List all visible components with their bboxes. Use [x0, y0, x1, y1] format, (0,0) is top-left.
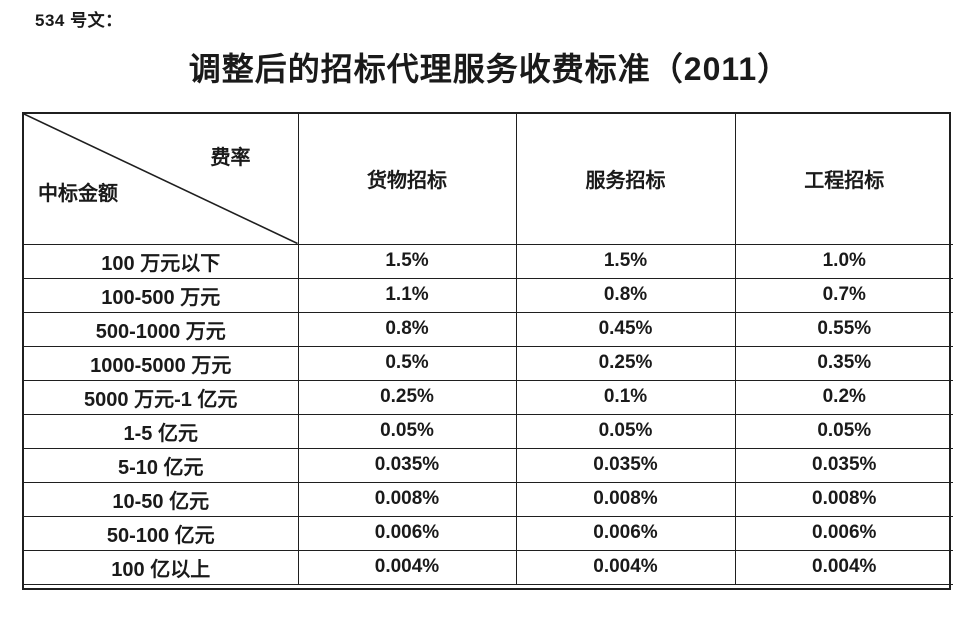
corner-label-rate: 费率 — [210, 147, 251, 169]
fee-rate-value: 0.55% — [734, 311, 953, 347]
table-row: 1000-5000 万元 0.5% 0.25% 0.35% — [24, 345, 953, 381]
fee-rate-value: 0.05% — [734, 413, 953, 449]
fee-rate-value: 0.035% — [297, 447, 517, 483]
row-label-bid-amount-range: 50-100 亿元 — [24, 515, 299, 551]
fee-rate-value: 1.5% — [297, 243, 517, 279]
table-row: 5000 万元-1 亿元 0.25% 0.1% 0.2% — [24, 379, 953, 415]
fee-rate-value: 0.008% — [734, 481, 953, 517]
fee-rate-value: 1.1% — [297, 277, 517, 313]
fee-rate-value: 0.006% — [734, 515, 953, 551]
diagonal-divider-line — [24, 114, 298, 244]
table-row: 50-100 亿元 0.006% 0.006% 0.006% — [24, 515, 953, 551]
table-row: 100-500 万元 1.1% 0.8% 0.7% — [24, 277, 953, 313]
corner-label-bid-amount: 中标金额 — [38, 183, 118, 205]
table-row: 100 亿以上 0.004% 0.004% 0.004% — [24, 549, 953, 585]
fee-rate-value: 0.8% — [297, 311, 517, 347]
fee-rate-value: 0.25% — [297, 379, 517, 415]
fee-rate-value: 0.45% — [515, 311, 736, 347]
fee-rate-value: 0.006% — [515, 515, 736, 551]
fee-rate-value: 0.008% — [515, 481, 736, 517]
fee-rate-value: 0.05% — [515, 413, 736, 449]
row-label-bid-amount-range: 100 亿以上 — [24, 549, 299, 585]
fee-table-wrapper: 费率 中标金额 货物招标 服务招标 工程招标 100 万元以下 1.5% 1.5% 1… — [22, 112, 953, 590]
row-label-bid-amount-range: 500-1000 万元 — [24, 311, 299, 347]
fee-rate-value: 0.008% — [297, 481, 517, 517]
fee-rate-value: 0.35% — [734, 345, 953, 381]
header-row: 费率 中标金额 货物招标 服务招标 工程招标 — [24, 114, 953, 245]
fee-rate-value: 1.5% — [515, 243, 736, 279]
table-row: 10-50 亿元 0.008% 0.008% 0.008% — [24, 481, 953, 517]
row-label-bid-amount-range: 100-500 万元 — [24, 277, 299, 313]
table-row: 500-1000 万元 0.8% 0.45% 0.55% — [24, 311, 953, 347]
row-label-bid-amount-range: 5-10 亿元 — [24, 447, 299, 483]
column-header-goods-bidding: 货物招标 — [297, 114, 517, 245]
fee-rate-value: 1.0% — [734, 243, 953, 279]
row-label-bid-amount-range: 100 万元以下 — [24, 243, 299, 279]
corner-header-cell: 费率 中标金额 — [24, 114, 299, 245]
fee-rate-value: 0.25% — [515, 345, 736, 381]
fee-rate-value: 0.2% — [734, 379, 953, 415]
column-header-engineering-bidding: 工程招标 — [734, 114, 953, 245]
table-row: 1-5 亿元 0.05% 0.05% 0.05% — [24, 413, 953, 449]
doc-number: 534 号文： — [35, 11, 123, 30]
table-row: 5-10 亿元 0.035% 0.035% 0.035% — [24, 447, 953, 483]
fee-rate-value: 0.004% — [734, 549, 953, 585]
fee-rate-value: 0.05% — [297, 413, 517, 449]
row-label-bid-amount-range: 1-5 亿元 — [24, 413, 299, 449]
row-label-bid-amount-range: 5000 万元-1 亿元 — [24, 379, 299, 415]
column-header-service-bidding: 服务招标 — [515, 114, 736, 245]
page-title: 调整后的招标代理服务收费标准（2011） — [188, 51, 791, 87]
fee-rate-value: 0.006% — [297, 515, 517, 551]
row-label-bid-amount-range: 10-50 亿元 — [24, 481, 299, 517]
fee-rate-value: 0.8% — [515, 277, 736, 313]
fee-rate-value: 0.7% — [734, 277, 953, 313]
fee-rate-value: 0.004% — [515, 549, 736, 585]
fee-rate-value: 0.035% — [734, 447, 953, 483]
fee-table: 费率 中标金额 货物招标 服务招标 工程招标 100 万元以下 1.5% 1.5% 1… — [24, 114, 953, 585]
fee-rate-value: 0.035% — [515, 447, 736, 483]
row-label-bid-amount-range: 1000-5000 万元 — [24, 345, 299, 381]
fee-table-body: 100 万元以下 1.5% 1.5% 1.0% 100-500 万元 1.1% 0.8% 0.… — [24, 243, 953, 585]
fee-rate-value: 0.5% — [297, 345, 517, 381]
table-row: 100 万元以下 1.5% 1.5% 1.0% — [24, 243, 953, 279]
fee-rate-value: 0.1% — [515, 379, 736, 415]
fee-rate-value: 0.004% — [297, 549, 517, 585]
